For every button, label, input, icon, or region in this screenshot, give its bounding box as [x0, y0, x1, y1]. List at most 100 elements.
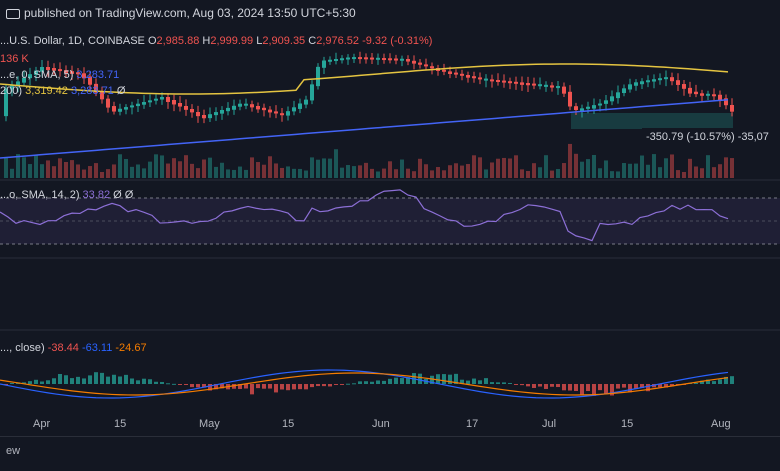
- candle-body: [484, 78, 488, 81]
- candle-body: [172, 100, 176, 105]
- volume-bar: [94, 163, 98, 178]
- candle-body: [694, 91, 698, 95]
- candle-body: [346, 57, 350, 60]
- candle-body: [358, 57, 362, 60]
- macd-hist-bar: [292, 384, 296, 390]
- macd-hist-bar: [184, 384, 188, 385]
- volume-bar: [376, 171, 380, 178]
- candle-body: [490, 79, 494, 82]
- candle-body: [604, 100, 608, 104]
- macd-hist-bar: [448, 374, 452, 384]
- volume-bar: [724, 157, 728, 178]
- volume-bar: [280, 167, 284, 178]
- volume-bar: [586, 159, 590, 178]
- volume-bar: [64, 161, 68, 178]
- macd-hist-bar: [322, 384, 326, 387]
- candle-body: [394, 58, 398, 61]
- macd-hist-bar: [244, 384, 248, 389]
- candle-body: [712, 94, 716, 97]
- macd-hist-bar: [34, 379, 38, 384]
- macd-hist-bar: [70, 378, 74, 384]
- macd-hist-bar: [382, 380, 386, 384]
- volume-bar: [112, 164, 116, 178]
- volume-bar: [382, 168, 386, 178]
- macd-hist-bar: [4, 384, 8, 385]
- low-value: 2,909.35: [262, 35, 306, 47]
- volume-bar: [508, 158, 512, 178]
- volume-bar: [646, 164, 650, 178]
- macd-hist-bar: [454, 373, 458, 384]
- candle-body: [22, 77, 26, 83]
- candle-body: [328, 59, 332, 62]
- volume-bar: [370, 168, 374, 178]
- macd-hist-bar: [208, 384, 212, 391]
- volume-bar: [496, 158, 500, 178]
- candle-body: [400, 58, 404, 61]
- volume-bar: [244, 169, 248, 178]
- volume-bar: [718, 164, 722, 178]
- volume-bar: [316, 159, 320, 178]
- macd-hist-bar: [502, 382, 506, 384]
- volume-bar: [52, 166, 56, 178]
- macd-hist-bar: [286, 384, 290, 391]
- volume-bar: [82, 169, 86, 178]
- candle-body: [64, 70, 68, 74]
- candle-body: [232, 105, 236, 110]
- volume-bar: [526, 170, 530, 178]
- volume-bar: [100, 171, 104, 178]
- volume-bar: [184, 155, 188, 178]
- volume-bar: [400, 159, 404, 178]
- volume-bar: [442, 170, 446, 178]
- rsi-legend: ...o, SMA, 14, 2) 33.82 Ø Ø: [0, 189, 134, 201]
- volume-bar: [172, 158, 176, 178]
- candle-body: [208, 114, 212, 119]
- candle-body: [448, 71, 452, 74]
- volume-bar: [88, 166, 92, 178]
- signal-value: -24.67: [115, 342, 147, 354]
- volume-bar: [730, 158, 734, 178]
- macd-hist-bar: [562, 384, 566, 391]
- volume-bar: [160, 155, 164, 178]
- macd-hist-bar: [190, 384, 194, 388]
- candle-body: [730, 105, 734, 112]
- candle-body: [586, 106, 590, 109]
- candle-body: [520, 82, 524, 85]
- candle-body: [364, 57, 368, 60]
- volume-bar: [28, 164, 32, 178]
- macd-hist-bar: [616, 384, 620, 389]
- candle-body: [568, 91, 572, 107]
- volume-bar: [676, 170, 680, 178]
- candle-body: [424, 64, 428, 67]
- candle-body: [130, 105, 134, 108]
- macd-hist-bar: [232, 384, 236, 389]
- macd-hist-bar: [196, 384, 200, 388]
- macd-hist-bar: [664, 384, 668, 388]
- volume-bar: [142, 168, 146, 178]
- macd-hist-bar: [478, 380, 482, 384]
- volume-bar: [250, 157, 254, 178]
- candle-body: [124, 107, 128, 110]
- macd-legend: ..., close) -38.44 -63.11 -24.67: [0, 342, 147, 354]
- high-value: 2,999.99: [210, 35, 254, 47]
- volume-bar: [178, 161, 182, 178]
- volume-bar: [538, 167, 542, 178]
- macd-hist-bar: [82, 378, 86, 384]
- candle-body: [658, 78, 662, 81]
- candle-body: [544, 84, 548, 87]
- volume-bar: [4, 157, 8, 178]
- candle-body: [514, 81, 518, 84]
- symbol-legend: ...U.S. Dollar, 1D, COINBASE O2,985.88 H…: [0, 35, 433, 47]
- volume-bar: [208, 157, 212, 178]
- macd-hist-bar: [364, 381, 368, 384]
- volume-bar: [340, 167, 344, 178]
- candle-body: [370, 57, 374, 60]
- candle-body: [142, 102, 146, 105]
- volume-bar: [610, 171, 614, 178]
- candle-body: [706, 93, 710, 96]
- candle-body: [322, 60, 326, 68]
- macd-hist-bar: [202, 384, 206, 388]
- candle-body: [628, 84, 632, 90]
- axis-label-aug: Aug: [711, 418, 731, 430]
- candle-body: [688, 87, 692, 94]
